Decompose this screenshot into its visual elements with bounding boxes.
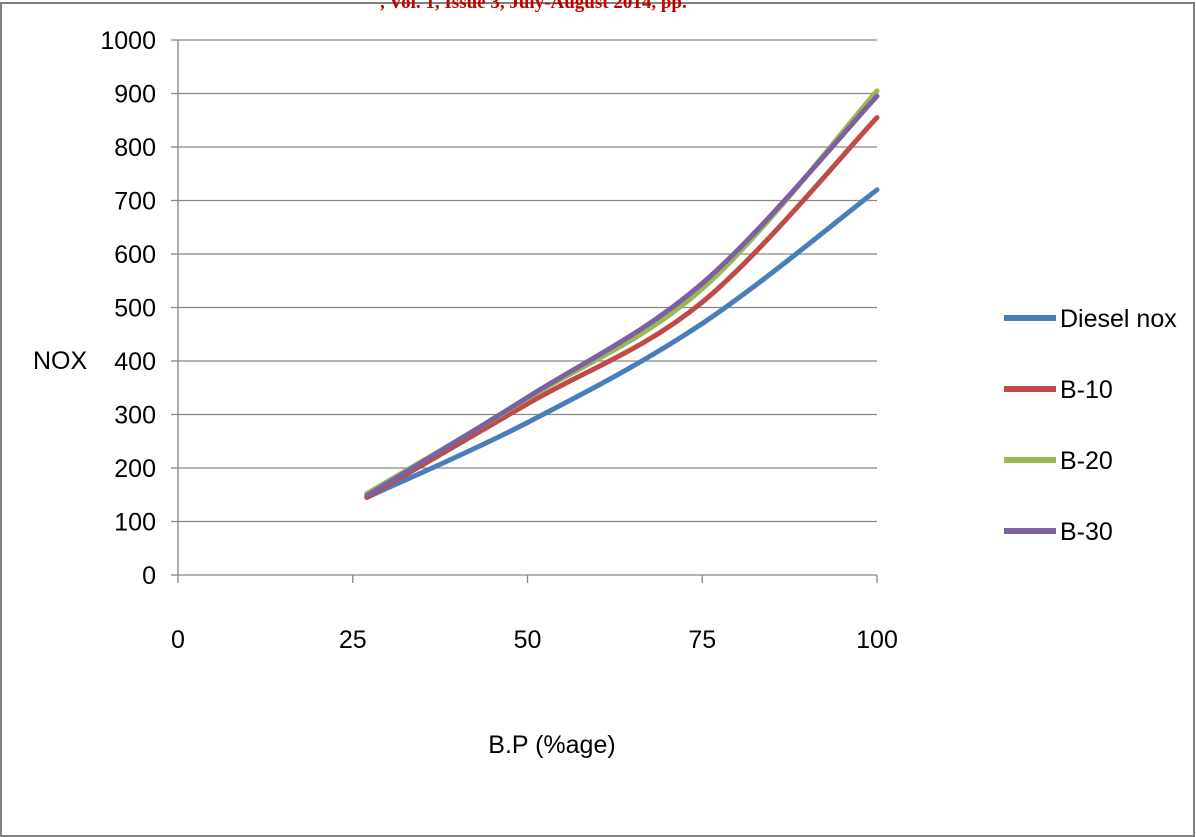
y-tick-label: 900 bbox=[114, 81, 156, 109]
y-tick-label: 1000 bbox=[100, 27, 156, 55]
y-tick-label: 300 bbox=[114, 402, 156, 430]
axes bbox=[171, 39, 878, 583]
legend: Diesel nox B-10 B-20 B-30 bbox=[1004, 305, 1177, 546]
series-lines bbox=[364, 88, 880, 500]
legend-label-diesel-nox: Diesel nox bbox=[1060, 305, 1177, 333]
y-tick-label: 800 bbox=[114, 134, 156, 162]
y-axis-title: NOX bbox=[33, 347, 88, 375]
y-tick-label: 500 bbox=[114, 295, 156, 323]
x-tick-label: 100 bbox=[856, 626, 898, 654]
x-tick-labels: 0 25 50 75 100 bbox=[171, 626, 898, 654]
y-tick-labels: 0 100 200 300 400 500 600 700 800 900 1000 bbox=[100, 27, 156, 590]
header-caption: , Vol. 1, Issue 3, July-August 2014, pp. bbox=[380, 0, 687, 13]
y-tick-label: 700 bbox=[114, 188, 156, 216]
legend-label-b-10: B-10 bbox=[1060, 376, 1113, 404]
x-tick-label: 75 bbox=[688, 626, 716, 654]
y-tick-label: 100 bbox=[114, 509, 156, 537]
series-line-diesel-nox bbox=[364, 187, 880, 500]
y-tick-label: 600 bbox=[114, 241, 156, 269]
x-tick-label: 25 bbox=[339, 626, 367, 654]
series-line-b-10 bbox=[364, 115, 880, 500]
y-tick-label: 400 bbox=[114, 348, 156, 376]
y-tick-label: 0 bbox=[142, 562, 156, 590]
series-line-b-30 bbox=[364, 93, 880, 499]
legend-label-b-20: B-20 bbox=[1060, 447, 1113, 475]
x-tick-label: 0 bbox=[171, 626, 185, 654]
y-tick-label: 200 bbox=[114, 455, 156, 483]
x-axis-title: B.P (%age) bbox=[488, 731, 615, 759]
x-tick-label: 50 bbox=[514, 626, 542, 654]
legend-label-b-30: B-30 bbox=[1060, 518, 1113, 546]
gridlines bbox=[178, 39, 877, 523]
